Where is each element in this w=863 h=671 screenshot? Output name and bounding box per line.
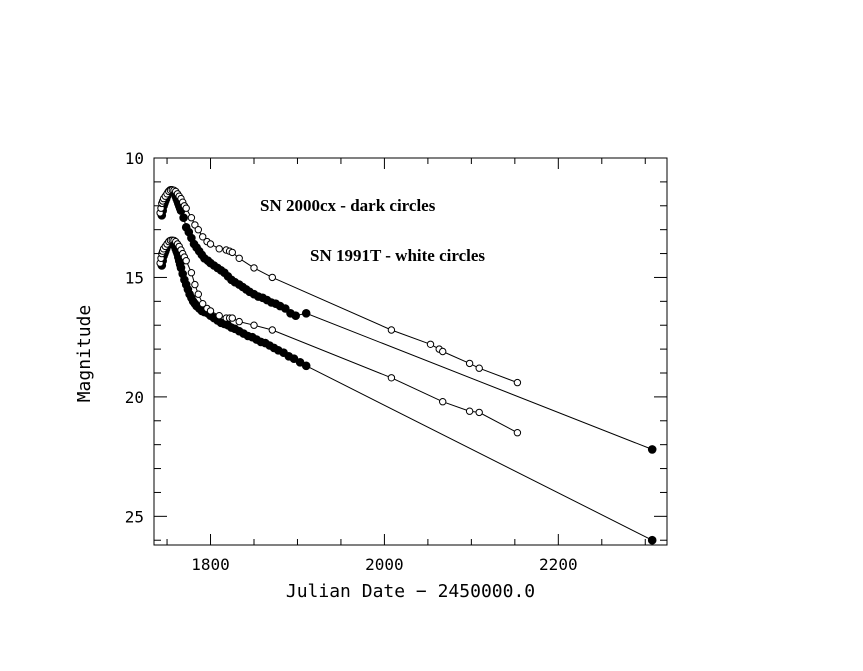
series-line [159, 189, 518, 384]
data-point-dark [301, 361, 311, 371]
data-point-white [215, 312, 223, 320]
data-point-white [475, 364, 483, 372]
data-point-white [426, 340, 435, 348]
data-point-dark [291, 311, 301, 321]
data-point-dark [179, 213, 188, 222]
data-point-white [268, 326, 276, 334]
data-point-white [182, 257, 190, 265]
x-tick-label: 2200 [539, 555, 578, 574]
y-tick-label: 10 [125, 149, 144, 168]
data-point-white [250, 264, 258, 272]
data-point-white [513, 378, 522, 387]
data-point-white [206, 307, 215, 315]
data-point-white [387, 326, 396, 334]
data-point-white [187, 214, 196, 222]
data-point-white [387, 374, 396, 382]
data-point-white [235, 317, 243, 326]
annotation-sn1991t: SN 1991T - white circles [310, 246, 485, 265]
y-tick-label: 25 [125, 507, 144, 526]
data-point-white [465, 407, 474, 415]
data-point-white [194, 290, 203, 298]
plot-frame [153, 157, 668, 546]
data-point-white [250, 321, 258, 329]
y-axis-title: Magnitude [74, 305, 95, 403]
data-point-white [268, 273, 276, 282]
x-tick-label: 1800 [191, 555, 230, 574]
data-point-dark [281, 304, 290, 313]
data-point-white [199, 300, 207, 308]
data-point-white [191, 280, 199, 289]
data-point-white [228, 314, 237, 322]
data-point-dark [647, 445, 657, 454]
data-point-white [465, 359, 474, 368]
y-tick-label: 20 [125, 388, 144, 407]
series-1-open-upper [156, 186, 522, 387]
data-point-dark [647, 535, 657, 545]
data-point-white [187, 269, 196, 277]
data-point-white [439, 398, 447, 406]
data-point-white [513, 429, 522, 437]
data-point-white [206, 240, 215, 248]
series-layer [156, 186, 657, 545]
data-point-white [228, 248, 237, 257]
data-point-white [199, 233, 207, 241]
data-point-white [475, 408, 483, 417]
data-point-white [439, 347, 447, 356]
data-point-white [194, 226, 203, 234]
annotation-sn2000cx: SN 2000cx - dark circles [260, 196, 436, 215]
y-tick-label: 15 [125, 268, 144, 287]
data-point-dark [301, 309, 311, 318]
x-axis-title: Julian Date − 2450000.0 [286, 581, 535, 602]
data-point-white [182, 204, 190, 212]
data-point-white [215, 245, 223, 253]
x-tick-label: 2000 [365, 555, 404, 574]
data-point-white [235, 254, 243, 262]
ticks-layer: 1800 2000 2200 10 15 20 25 [125, 149, 667, 574]
